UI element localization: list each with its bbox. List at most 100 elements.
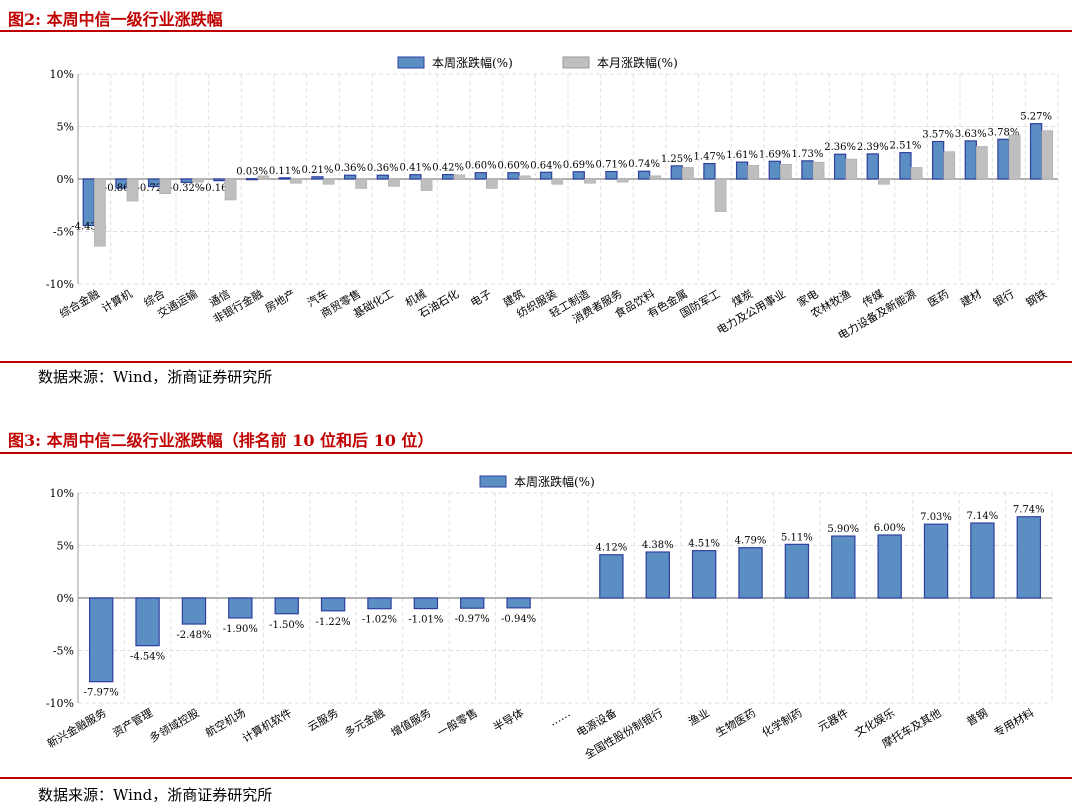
x-tick-label: 一般零售	[435, 705, 480, 739]
bar	[376, 174, 389, 180]
y-tick-label: 5%	[57, 540, 74, 553]
bar	[278, 177, 291, 180]
x-tick-label: ……	[547, 706, 573, 728]
bar	[88, 597, 114, 683]
divider	[0, 452, 1072, 454]
data-label: -1.50%	[269, 620, 304, 631]
y-tick-label: -10%	[46, 278, 74, 291]
data-label: 0.41%	[400, 163, 432, 174]
bar	[572, 171, 585, 180]
data-label: -7.97%	[84, 688, 119, 699]
data-label: 5.27%	[1020, 112, 1052, 123]
bar	[691, 550, 717, 599]
bar	[539, 171, 553, 180]
data-label: 5.11%	[781, 532, 813, 543]
x-tick-label: 云服务	[306, 706, 341, 734]
bar	[474, 172, 487, 180]
legend-label: 本月涨跌幅(%)	[597, 55, 678, 70]
data-label: 1.73%	[792, 149, 824, 160]
x-tick-label: 计算机软件	[240, 705, 295, 745]
x-tick-label: 多领域控股	[147, 705, 202, 745]
bar	[714, 178, 727, 212]
data-label: 4.79%	[735, 536, 767, 547]
bar	[768, 160, 781, 180]
x-tick-label: 渔业	[686, 706, 712, 728]
y-tick-label: -5%	[53, 226, 74, 239]
data-label: 0.64%	[530, 160, 562, 171]
data-label: -4.54%	[130, 652, 165, 663]
x-tick-label: 房地产	[262, 286, 298, 315]
data-label: -0.86%	[104, 183, 139, 194]
bar	[703, 162, 716, 180]
bar	[274, 597, 299, 615]
x-tick-label: 电子	[468, 287, 494, 309]
x-tick-label: 全国性股份制银行	[582, 705, 665, 761]
bar	[584, 178, 596, 184]
x-tick-label: 增值服务	[388, 705, 433, 739]
bar	[645, 551, 670, 599]
y-tick-label: -5%	[53, 645, 74, 658]
bar	[367, 597, 392, 610]
bar	[649, 175, 662, 180]
legend-label: 本周涨跌幅(%)	[432, 55, 513, 70]
bar	[747, 165, 760, 180]
bar	[245, 178, 259, 181]
bar	[599, 554, 624, 599]
y-tick-label: 10%	[50, 68, 74, 81]
bar	[311, 176, 324, 180]
x-tick-label: 银行	[990, 286, 1016, 309]
y-tick-label: 0%	[57, 592, 74, 605]
x-tick-label: 专用材料	[991, 705, 1036, 739]
y-tick-label: -10%	[46, 697, 74, 710]
data-label: 5.90%	[827, 524, 859, 535]
bar	[738, 547, 763, 599]
bar	[224, 178, 237, 201]
bar	[997, 138, 1010, 180]
bar	[322, 178, 335, 185]
x-tick-label: 医药	[926, 287, 952, 309]
y-tick-label: 10%	[50, 487, 74, 500]
legend-label: 本周涨跌幅(%)	[514, 474, 595, 489]
data-label: -0.94%	[501, 614, 536, 625]
bar	[1008, 134, 1021, 180]
figure-3-title: 图3: 本周中信二级行业涨跌幅（排名前 10 位和后 10 位）	[8, 431, 434, 450]
data-label: 4.38%	[642, 540, 674, 551]
data-label: 0.71%	[596, 160, 628, 171]
data-label: 0.60%	[498, 161, 530, 172]
legend-swatch	[397, 56, 425, 69]
bar	[866, 153, 879, 180]
data-label: 4.51%	[688, 539, 720, 550]
legend-swatch	[562, 56, 590, 69]
bar	[943, 151, 956, 180]
data-label: 6.00%	[874, 523, 906, 534]
bar	[801, 160, 814, 180]
bar	[518, 175, 531, 180]
data-label: 0.42%	[432, 163, 464, 174]
data-label: -0.72%	[137, 183, 172, 194]
bar	[320, 597, 346, 612]
bar	[388, 178, 400, 187]
bar	[486, 178, 498, 189]
x-tick-label: 普钢	[964, 705, 990, 728]
data-label: 1.69%	[759, 149, 791, 160]
bar	[192, 178, 204, 183]
divider	[0, 30, 1072, 32]
bar	[1029, 123, 1043, 180]
bar	[82, 178, 95, 227]
bar	[228, 597, 253, 619]
bar	[845, 158, 858, 180]
bar	[970, 522, 995, 599]
bar	[877, 534, 902, 599]
figure-3-source: 数据来源：Wind，浙商证券研究所	[38, 786, 273, 804]
bar	[670, 165, 683, 180]
data-label: 4.12%	[595, 543, 627, 554]
bar	[812, 161, 825, 180]
chart-industry-level2: -10% -5% 0% 5% 10% 本周涨跌幅(%) -7.97% -4.54% -2.48%…	[45, 474, 1053, 762]
bar	[976, 146, 988, 180]
bar	[1041, 130, 1054, 180]
data-label: -0.97%	[455, 614, 490, 625]
data-label: 2.51%	[890, 141, 922, 152]
data-label: -0.32%	[169, 183, 204, 194]
data-label: 7.74%	[1013, 505, 1045, 516]
bar	[420, 178, 433, 191]
